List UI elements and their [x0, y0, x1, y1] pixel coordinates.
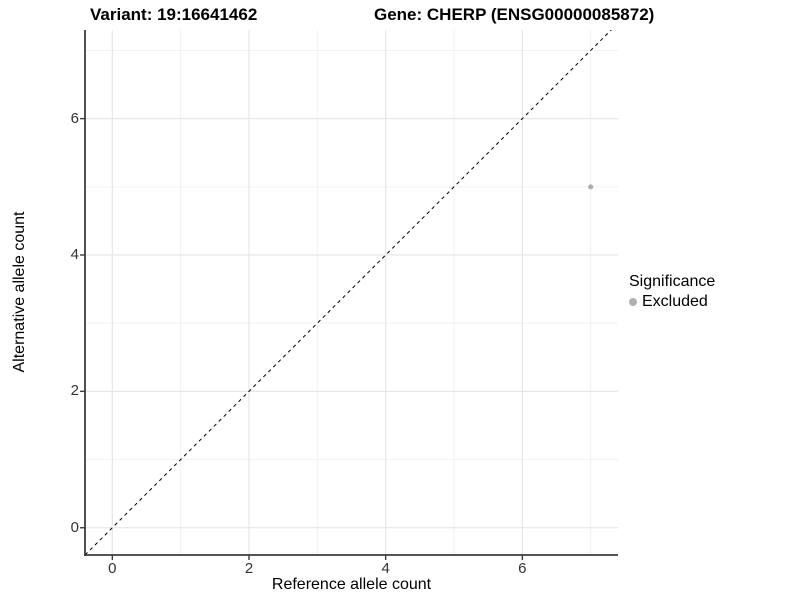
- legend-title: Significance: [629, 273, 716, 290]
- legend-entry: Excluded: [629, 293, 715, 311]
- legend-key-dot-icon: [629, 298, 637, 306]
- data-point: [588, 184, 594, 190]
- legend: Significance Excluded: [629, 273, 715, 311]
- plot-title-gene: Gene: CHERP (ENSG00000085872): [374, 5, 655, 24]
- y-tick-label: 6: [70, 109, 79, 127]
- y-tick-label: 0: [70, 518, 79, 536]
- x-tick-label: 4: [381, 560, 390, 577]
- identity-line: [85, 30, 612, 555]
- x-tick-label: 6: [518, 560, 527, 577]
- legend-entry-label: Excluded: [642, 293, 708, 310]
- y-tick-label: 4: [70, 246, 79, 263]
- x-axis-title: Reference allele count: [271, 576, 432, 593]
- x-tick-label: 2: [244, 560, 254, 577]
- x-tick-label: 0: [108, 560, 117, 577]
- plot-title-variant: Variant: 19:16641462: [90, 5, 258, 24]
- legend-entries: Excluded: [629, 293, 715, 311]
- y-tick-label: 2: [70, 382, 79, 400]
- y-axis-title: Alternative allele count: [11, 211, 28, 373]
